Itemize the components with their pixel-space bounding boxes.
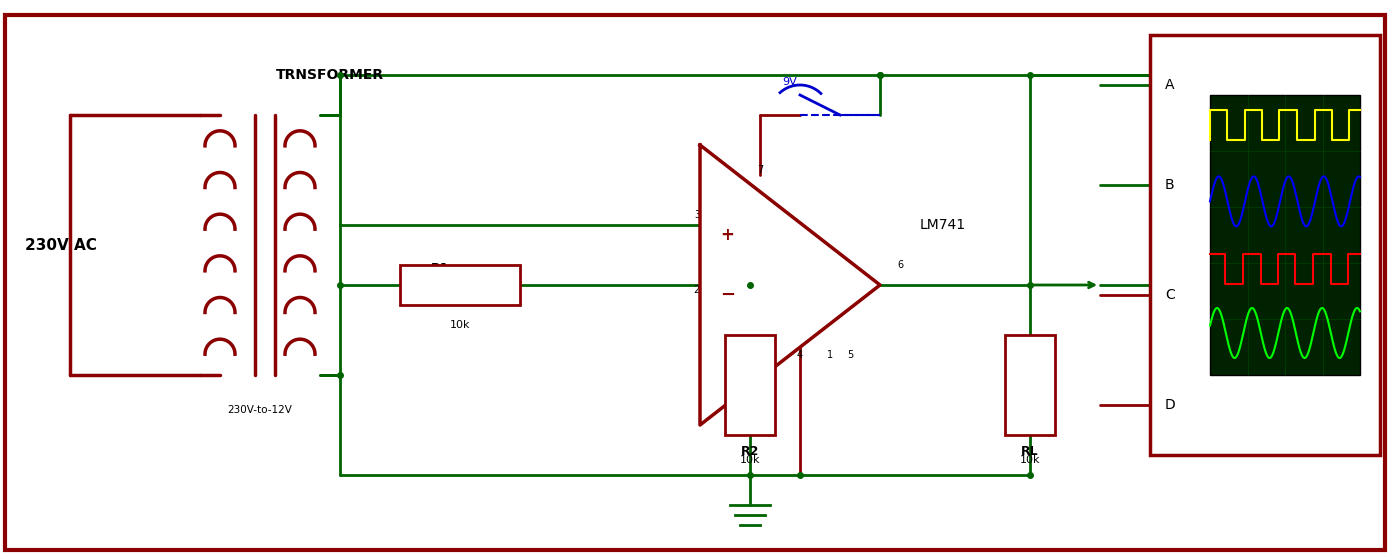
Text: 7: 7	[757, 165, 763, 175]
Text: R2: R2	[741, 445, 759, 458]
FancyBboxPatch shape	[1005, 335, 1056, 435]
Text: LM741: LM741	[920, 218, 966, 232]
FancyBboxPatch shape	[1210, 95, 1359, 375]
Text: 6: 6	[897, 260, 903, 270]
Text: B: B	[1165, 178, 1175, 192]
Text: D: D	[1165, 398, 1176, 412]
Text: −: −	[720, 286, 735, 304]
Text: 10k: 10k	[1019, 455, 1040, 465]
Text: 230V AC: 230V AC	[25, 238, 97, 253]
Text: R1: R1	[431, 262, 449, 275]
Text: 4: 4	[797, 350, 804, 360]
Text: 2: 2	[694, 285, 700, 295]
FancyBboxPatch shape	[725, 335, 776, 435]
Text: RL: RL	[1021, 445, 1039, 458]
Text: A: A	[1165, 78, 1175, 92]
Text: 10k: 10k	[739, 455, 760, 465]
FancyBboxPatch shape	[400, 265, 519, 305]
Text: +: +	[720, 226, 734, 244]
Text: 1: 1	[827, 350, 833, 360]
Text: 10k: 10k	[449, 320, 470, 330]
Text: 5: 5	[847, 350, 853, 360]
Text: 230V-to-12V: 230V-to-12V	[228, 405, 293, 415]
Text: TRNSFORMER: TRNSFORMER	[276, 68, 384, 82]
Text: 3: 3	[694, 210, 700, 220]
Text: C: C	[1165, 288, 1175, 302]
Text: 9V: 9V	[783, 77, 798, 87]
Polygon shape	[700, 145, 881, 425]
FancyBboxPatch shape	[1149, 35, 1380, 455]
